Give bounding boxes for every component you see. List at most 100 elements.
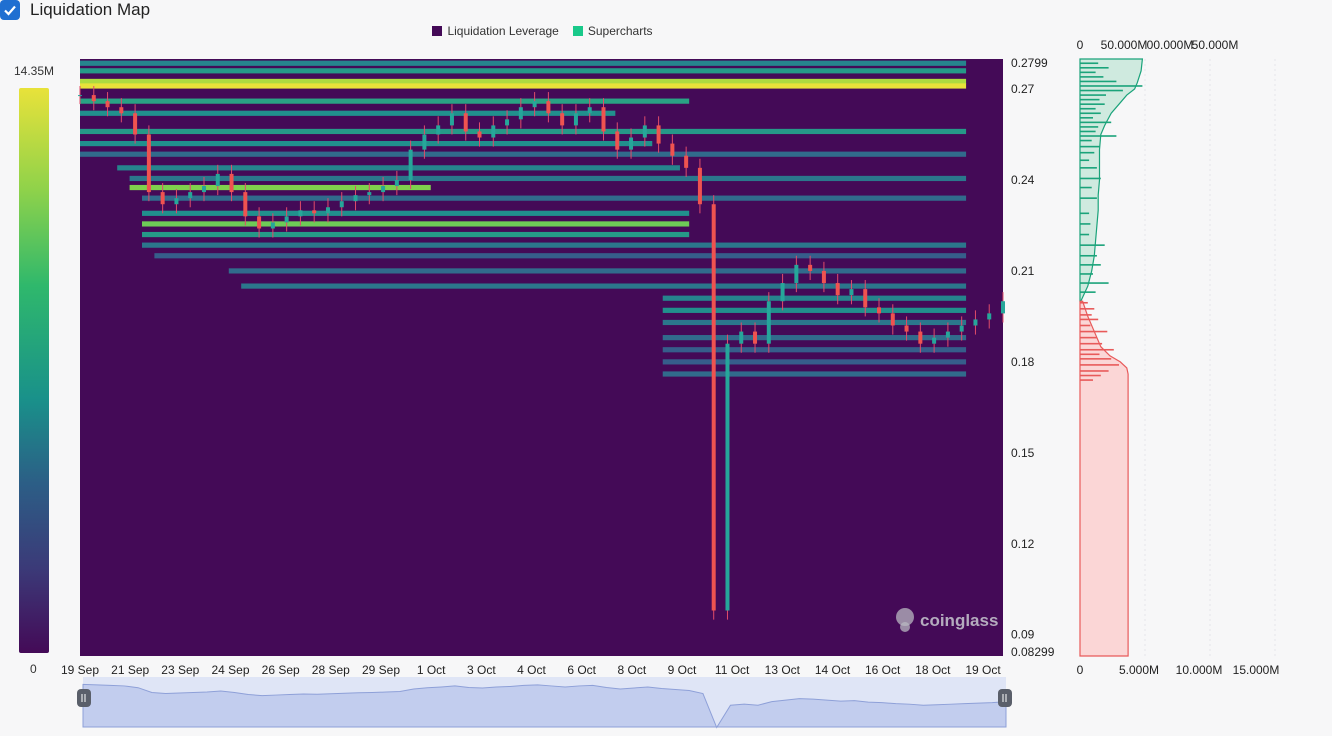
- legend-swatch-liquidation-leverage: [432, 26, 443, 36]
- candle-body: [725, 343, 730, 611]
- candle-body: [257, 216, 262, 229]
- candle-body: [573, 113, 578, 126]
- liquidation-band: [141, 231, 690, 238]
- short-liquidation-bar: [1080, 254, 1097, 257]
- price-candles: [78, 85, 1005, 620]
- short-liquidation-bar: [1080, 103, 1105, 105]
- liquidation-band: [129, 184, 431, 191]
- candle-body: [532, 101, 537, 108]
- short-liquidation-bar: [1080, 62, 1099, 65]
- liquidation-band: [662, 359, 967, 365]
- price-axis: 0.2799 0.27 0.24 0.21 0.18 0.15 0.12 0.09 0.0829…: [1011, 56, 1055, 659]
- long-liquidation-bar: [1080, 348, 1114, 351]
- x-tick-label: 14 Oct: [815, 663, 851, 677]
- side-top-axis-label: 50.000M: [1101, 38, 1148, 52]
- y-tick-label: 0.24: [1011, 173, 1035, 187]
- navigator-left-handle[interactable]: [77, 689, 91, 707]
- x-tick-label: 24 Sep: [211, 663, 249, 677]
- long-liquidation-bar: [1080, 308, 1095, 310]
- candle-body: [945, 331, 950, 338]
- short-liquidation-bar: [1080, 121, 1112, 124]
- candle-body: [794, 264, 799, 284]
- candle-body: [656, 125, 661, 144]
- candle-body: [505, 119, 510, 126]
- y-tick-label: 0.12: [1011, 537, 1035, 551]
- long-liquidation-bar: [1080, 342, 1103, 345]
- short-liquidation-bar: [1080, 80, 1117, 83]
- candle-body: [546, 101, 551, 114]
- x-tick-label: 23 Sep: [161, 663, 199, 677]
- x-tick-label: 4 Oct: [517, 663, 546, 677]
- liquidation-bands: [80, 60, 967, 377]
- candle-body: [890, 313, 895, 326]
- short-liquidation-bar: [1080, 76, 1104, 78]
- colorbar-max-label: 14.35M: [14, 64, 55, 78]
- liquidation-band: [80, 128, 967, 135]
- candle-body: [491, 125, 496, 138]
- short-liquidation-bar: [1080, 85, 1143, 87]
- liquidation-band: [80, 98, 690, 104]
- x-tick-label: 19 Oct: [965, 663, 1001, 677]
- candle-body: [877, 307, 882, 314]
- legend-item-supercharts[interactable]: Supercharts: [572, 24, 653, 38]
- candle-body: [463, 113, 468, 132]
- y-tick-label: 0.27: [1011, 82, 1035, 96]
- candle-body: [105, 101, 110, 108]
- short-liquidation-bar: [1080, 159, 1090, 162]
- side-bottom-axis-label: 10.000M: [1176, 663, 1223, 677]
- navigator-right-handle[interactable]: [998, 689, 1012, 707]
- liquidation-band: [80, 78, 967, 85]
- liquidation-band: [80, 151, 967, 157]
- candle-body: [587, 107, 592, 114]
- liquidation-band: [141, 195, 967, 201]
- x-tick-label: 6 Oct: [567, 663, 596, 677]
- short-liquidation-bar: [1080, 89, 1123, 92]
- long-liquidation-bar: [1080, 374, 1101, 377]
- candle-body: [284, 216, 289, 223]
- y-tick-label: 0.18: [1011, 355, 1035, 369]
- liquidation-band: [80, 140, 653, 147]
- candle-body: [849, 289, 854, 296]
- x-tick-label: 28 Sep: [312, 663, 350, 677]
- liquidation-band: [80, 68, 967, 74]
- side-bottom-axis-label: 15.000M: [1233, 663, 1280, 677]
- candle-body: [353, 195, 358, 202]
- side-top-axis-label: 0: [1077, 38, 1084, 52]
- heatmap-background: [80, 59, 1003, 656]
- liquidation-band: [662, 371, 967, 377]
- candle-body: [422, 134, 427, 150]
- coinglass-watermark: coinglass: [896, 608, 998, 632]
- liquidation-band: [80, 110, 616, 116]
- time-navigator[interactable]: [77, 677, 1012, 729]
- candle-body: [339, 201, 344, 208]
- short-liquidation-bar: [1080, 244, 1105, 246]
- liquidation-band: [80, 83, 967, 89]
- liquidation-map-toggle[interactable]: Liquidation Map: [0, 0, 1332, 20]
- candle-body: [684, 155, 689, 168]
- candle-body: [298, 210, 303, 217]
- liquidation-band: [141, 242, 967, 248]
- short-liquidation-bar: [1080, 186, 1092, 189]
- liquidation-band: [141, 210, 690, 216]
- short-liquidation-bar: [1080, 177, 1101, 180]
- candle-body: [753, 331, 758, 344]
- x-tick-label: 21 Sep: [111, 663, 149, 677]
- candle-body: [436, 125, 441, 135]
- legend-item-liquidation-leverage[interactable]: Liquidation Leverage: [432, 24, 559, 38]
- candle-body: [146, 134, 151, 193]
- liquidation-band: [662, 307, 967, 313]
- candle-body: [449, 113, 454, 126]
- candle-body: [918, 331, 923, 344]
- x-tick-label: 13 Oct: [765, 663, 801, 677]
- candle-body: [174, 198, 179, 205]
- candle-body: [215, 173, 220, 187]
- liquidation-band: [154, 253, 967, 259]
- legend-swatch-supercharts: [572, 26, 583, 36]
- short-liquidation-bar: [1080, 107, 1096, 110]
- checkbox-checked-icon[interactable]: [0, 0, 20, 20]
- candle-body: [229, 173, 234, 193]
- x-tick-label: 11 Oct: [715, 663, 750, 677]
- liquidation-band: [241, 283, 967, 289]
- candle-body: [325, 207, 330, 214]
